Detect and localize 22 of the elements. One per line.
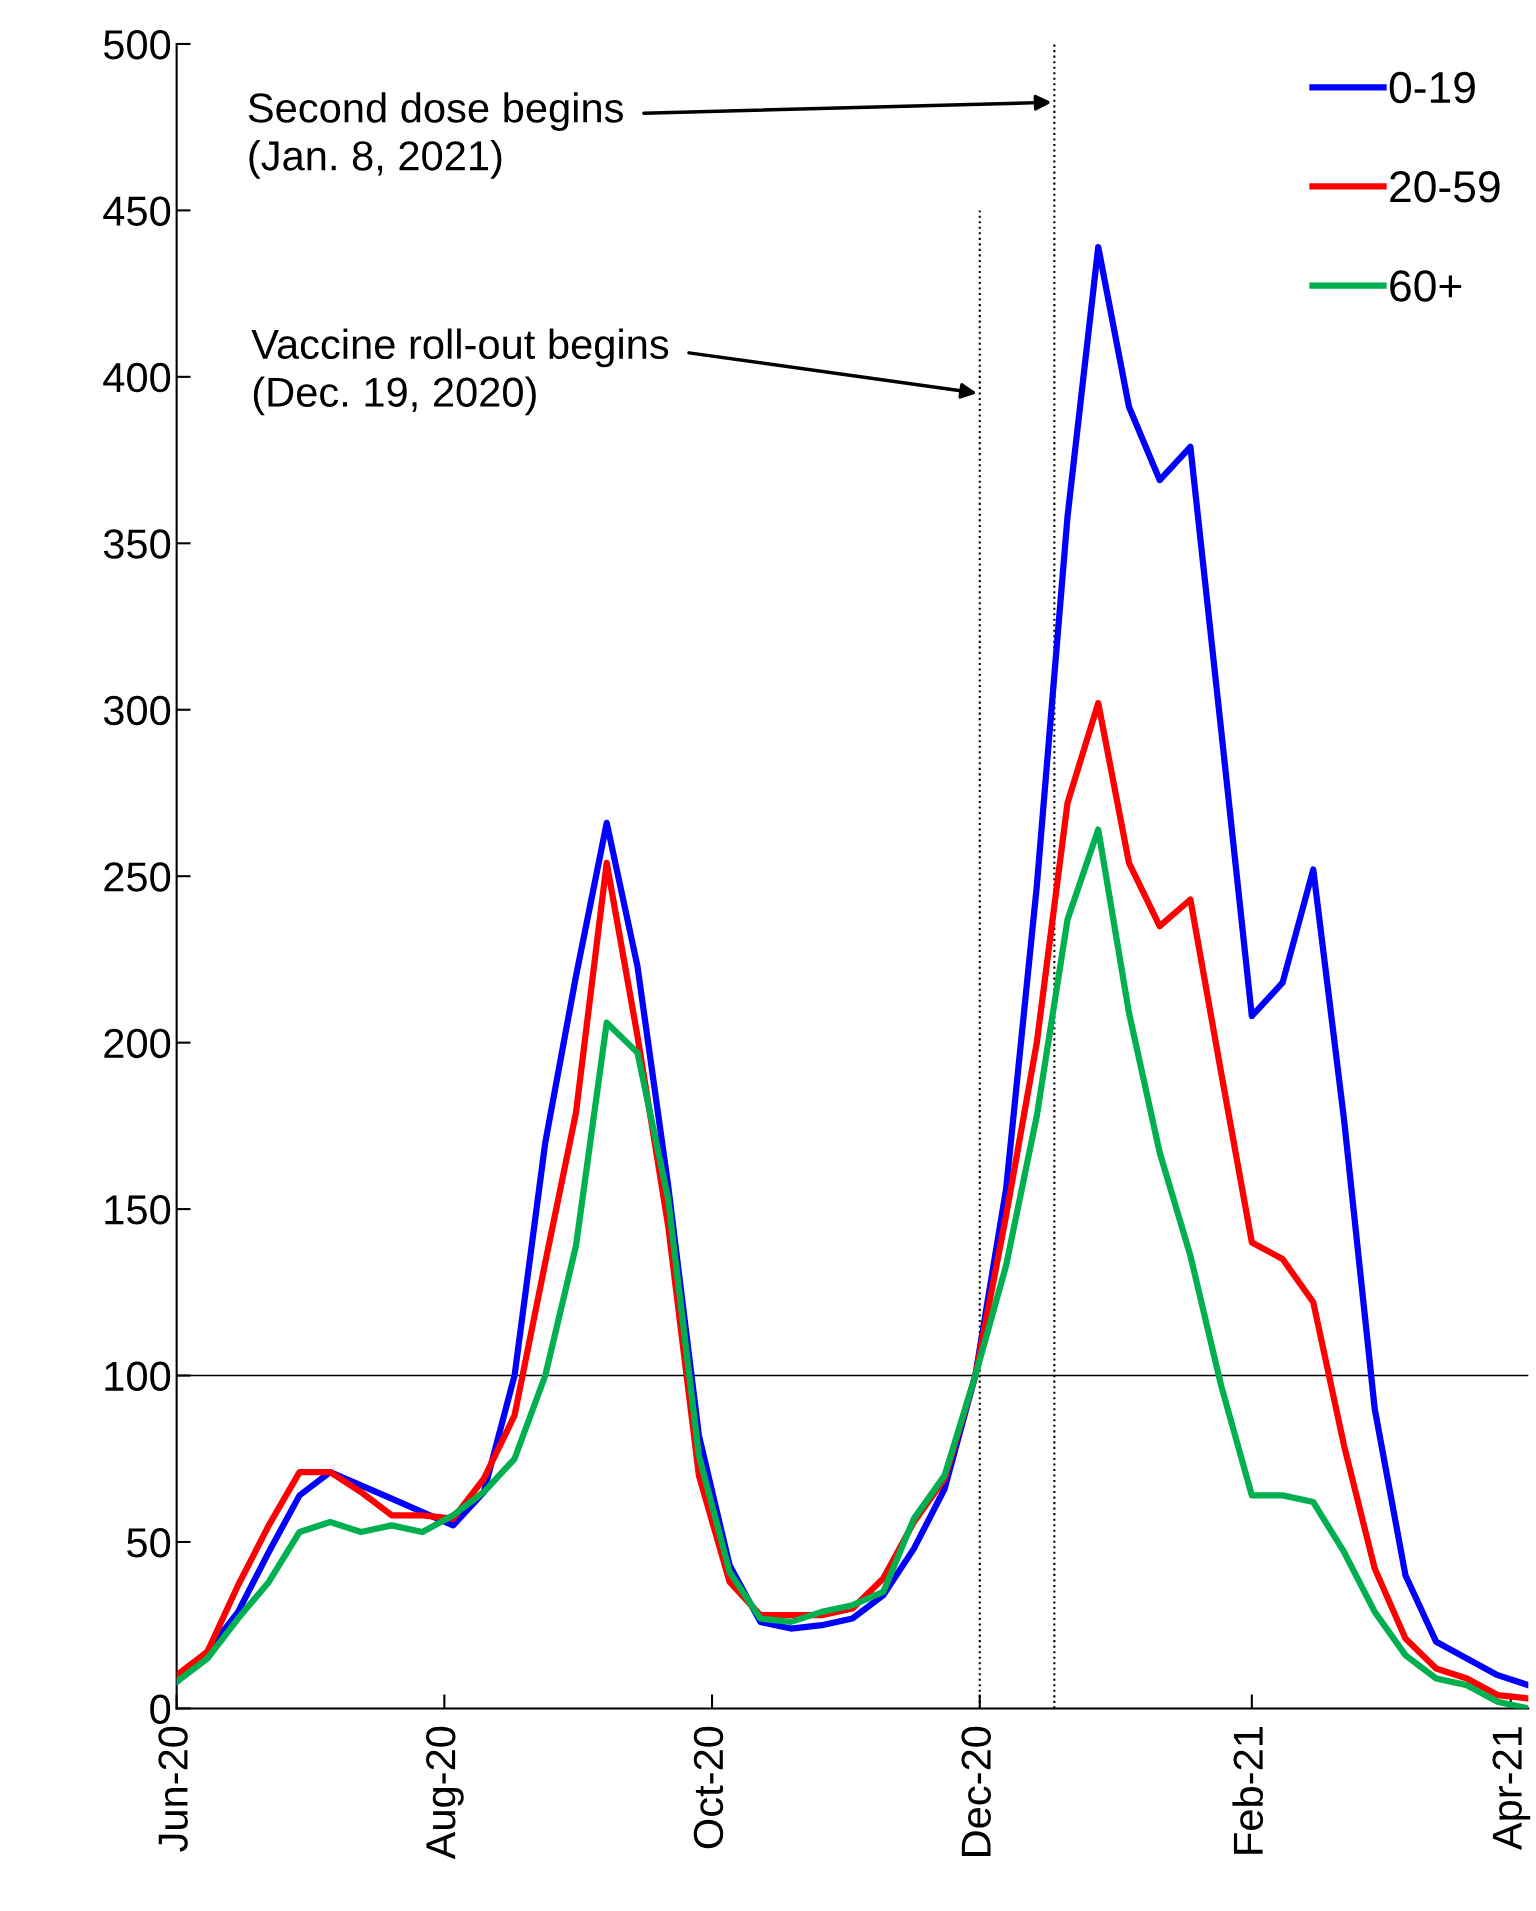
y-tick-label: 250 xyxy=(104,862,171,892)
x-tick-label: Aug-20 xyxy=(426,1726,464,1860)
y-tick-label: 100 xyxy=(105,1361,171,1392)
x-tick-label: Dec-20 xyxy=(961,1726,991,1856)
legend-label: 60+ xyxy=(1390,270,1462,302)
legend-label: 20-59 xyxy=(1390,171,1500,203)
ref-line-label: Second dose begins (Jan. 8, 2021) xyxy=(248,92,623,179)
y-tick-label: 150 xyxy=(105,1195,171,1225)
y-tick-label: 450 xyxy=(103,196,171,226)
legend-label: 0-19 xyxy=(1389,71,1475,104)
y-tick-label: 50 xyxy=(127,1527,171,1558)
x-tick-label: Feb-21 xyxy=(1232,1727,1264,1854)
y-tick-label: 300 xyxy=(103,695,171,726)
y-tick-label: 0 xyxy=(150,1694,171,1724)
ref-line-label: Vaccine roll-out begins (Dec. 19, 2020) xyxy=(251,328,669,416)
x-tick-label: Apr-21 xyxy=(1492,1727,1531,1851)
y-tick-label: 400 xyxy=(103,362,171,393)
y-tick-label: 500 xyxy=(103,29,171,60)
y-tick-label: 350 xyxy=(103,529,171,559)
x-tick-label: Oct-20 xyxy=(693,1726,724,1849)
x-tick-label: Jun-20 xyxy=(158,1726,188,1852)
y-tick-label: 200 xyxy=(104,1028,171,1059)
